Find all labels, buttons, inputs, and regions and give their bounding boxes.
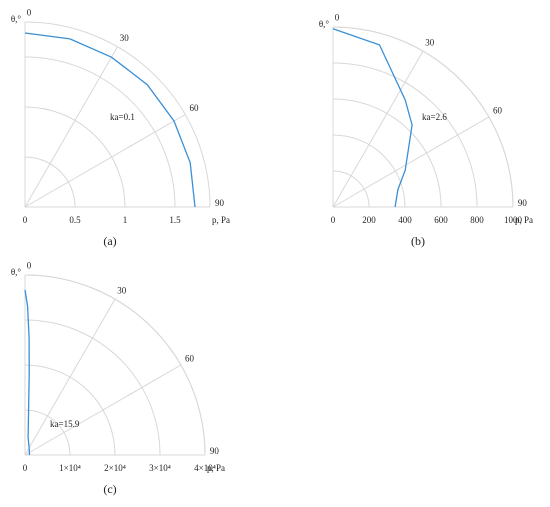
grid-arc [332, 134, 406, 208]
outer-arc [24, 274, 206, 456]
angle-tick-label: 60 [185, 353, 195, 363]
r-tick-label: 0 [23, 463, 28, 473]
grid-arc [24, 56, 176, 208]
pressure-curve [24, 289, 31, 456]
angle-grid-line [332, 50, 424, 208]
angle-tick-label: 60 [493, 105, 503, 115]
panel-caption: (c) [103, 482, 116, 496]
outer-arc [24, 21, 211, 208]
theta-label: θ,° [11, 14, 22, 24]
r-tick-label: 0.5 [69, 215, 81, 225]
theta-label: θ,° [11, 267, 22, 277]
grid-arc [24, 319, 161, 456]
pressure-curve [24, 32, 196, 208]
r-tick-label: 4×10⁴ [194, 463, 216, 473]
annotation: ka=15.9 [50, 419, 80, 429]
grid-arc [332, 170, 370, 208]
r-axis-label: p, Pa [515, 215, 533, 225]
angle-tick-label: 30 [425, 38, 435, 48]
angle-grid-line [332, 116, 490, 208]
r-tick-label: 2×10⁴ [104, 463, 126, 473]
grid-arc [24, 106, 126, 208]
r-tick-label: 1×10⁴ [59, 463, 81, 473]
grid-arc [24, 364, 116, 456]
panel-caption: (b) [411, 234, 425, 248]
annotation: ka=0.1 [110, 112, 135, 122]
angle-tick-label: 0 [27, 261, 32, 271]
r-tick-label: 3×10⁴ [149, 463, 171, 473]
grid-arc [24, 156, 76, 208]
angle-tick-label: 30 [120, 33, 130, 43]
theta-label: θ,° [319, 19, 330, 29]
r-tick-label: 0 [23, 215, 28, 225]
angle-tick-label: 90 [210, 446, 220, 456]
r-axis-label: p, Pa [212, 215, 230, 225]
angle-tick-label: 90 [518, 198, 528, 208]
outer-arc [332, 26, 514, 208]
r-tick-label: 200 [362, 215, 376, 225]
angle-tick-label: 30 [117, 286, 127, 296]
r-tick-label: 800 [470, 215, 484, 225]
grid-arc [332, 98, 442, 208]
angle-tick-label: 0 [27, 8, 32, 18]
angle-grid-line [24, 114, 186, 208]
r-tick-label: 0 [331, 215, 336, 225]
angle-tick-label: 90 [215, 198, 225, 208]
angle-grid-line [24, 298, 116, 456]
r-tick-label: 1.5 [169, 215, 181, 225]
r-axis-label: p, Pa [207, 463, 225, 473]
angle-tick-label: 0 [335, 13, 340, 23]
panel-caption: (a) [103, 234, 116, 248]
angle-grid-line [24, 46, 118, 208]
r-tick-label: 400 [398, 215, 412, 225]
angle-tick-label: 60 [190, 103, 200, 113]
grid-arc [24, 409, 71, 456]
r-tick-label: 1000 [504, 215, 523, 225]
grid-arc [332, 62, 478, 208]
pressure-curve [332, 28, 413, 208]
r-tick-label: 1 [123, 215, 128, 225]
annotation: ka=2.6 [422, 112, 447, 122]
angle-grid-line [24, 364, 182, 456]
r-tick-label: 600 [434, 215, 448, 225]
